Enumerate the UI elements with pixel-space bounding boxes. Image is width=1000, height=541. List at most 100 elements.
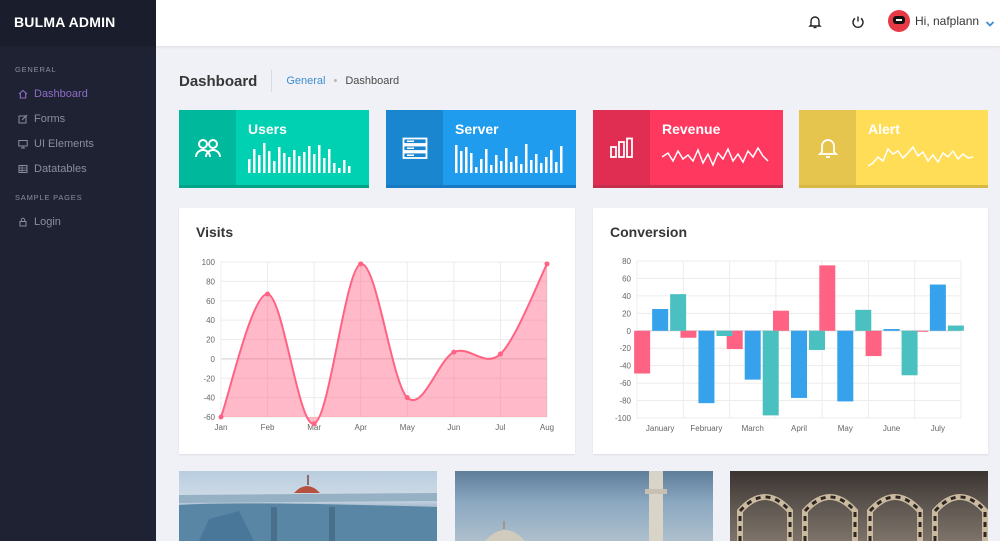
y-tick-label: 60 — [206, 297, 215, 306]
visits-title: Visits — [196, 224, 234, 240]
conversion-bar — [911, 330, 928, 332]
conversion-bar — [773, 310, 789, 331]
sidebar-item-label: Dashboard — [34, 88, 88, 100]
y-tick-label: -60 — [203, 413, 215, 422]
y-tick-label: -20 — [619, 344, 631, 353]
conversion-bar — [762, 330, 779, 416]
conversion-bar — [652, 308, 669, 331]
x-tick-label: Aug — [540, 423, 554, 432]
y-tick-label: 20 — [622, 309, 631, 318]
mosque-waterfront-image — [179, 475, 437, 541]
conversion-bar — [929, 284, 946, 331]
stat-card-alert[interactable]: Alert — [799, 110, 988, 188]
x-tick-label: Jul — [495, 423, 505, 432]
visits-point — [404, 395, 410, 401]
y-tick-label: 100 — [202, 258, 216, 267]
visits-point — [451, 349, 457, 355]
sidebar-item-datatables[interactable]: Datatables — [0, 159, 156, 179]
sparkline-alert — [867, 145, 974, 167]
sparkline-users — [248, 143, 351, 173]
visits-point — [311, 421, 317, 427]
power-icon[interactable] — [850, 14, 866, 30]
conversion-bar — [883, 329, 900, 331]
x-tick-label: April — [791, 424, 807, 433]
menu-label-sample-pages: SAMPLE PAGES — [15, 193, 83, 202]
conversion-bar — [634, 330, 651, 374]
x-tick-label: Apr — [354, 423, 367, 432]
y-tick-label: -40 — [203, 394, 215, 403]
x-tick-label: Mar — [307, 423, 321, 432]
visits-point — [218, 414, 224, 420]
conversion-bar — [947, 325, 964, 331]
y-tick-label: -60 — [619, 379, 631, 388]
y-tick-label: 0 — [627, 327, 632, 336]
stat-card-revenue[interactable]: Revenue — [593, 110, 783, 188]
edit-icon — [18, 114, 28, 124]
breadcrumb-current: Dashboard — [345, 75, 400, 87]
x-tick-label: May — [838, 424, 853, 433]
sidebar-item-ui-elements[interactable]: UI Elements — [0, 134, 156, 154]
sparkline-revenue — [661, 146, 769, 167]
conversion-bar — [680, 330, 697, 338]
image-card-minaret[interactable] — [455, 471, 713, 541]
sidebar-item-login[interactable]: Login — [0, 212, 156, 232]
conversion-bar — [698, 330, 715, 404]
x-tick-label: June — [883, 424, 901, 433]
y-tick-label: -20 — [203, 374, 215, 383]
conversion-bar — [901, 330, 918, 376]
sidebar-item-label: Datatables — [34, 163, 87, 175]
sidebar-item-label: UI Elements — [34, 138, 94, 150]
bell-icon[interactable] — [807, 14, 823, 30]
y-tick-label: 60 — [622, 274, 631, 283]
sidebar: BULMA ADMIN GENERAL Dashboard Forms UI E… — [0, 0, 156, 541]
x-tick-label: May — [400, 423, 415, 432]
x-tick-label: January — [646, 424, 674, 433]
image-card-waterfront[interactable] — [179, 471, 437, 541]
arches-image — [737, 494, 988, 541]
conversion-bar — [744, 330, 761, 380]
visits-area — [221, 263, 547, 424]
x-tick-label: July — [931, 424, 945, 433]
stat-title: Users — [248, 121, 287, 137]
table-icon — [18, 164, 28, 174]
visits-point — [265, 291, 271, 297]
y-tick-label: 20 — [206, 336, 215, 345]
x-tick-label: February — [690, 424, 722, 433]
chevron-down-icon — [985, 16, 995, 27]
conversion-bar — [670, 294, 687, 331]
y-tick-label: -40 — [619, 362, 631, 371]
y-tick-label: 80 — [622, 257, 631, 266]
server-icon — [386, 110, 443, 185]
breadcrumb-general[interactable]: General — [286, 75, 326, 87]
conversion-bar — [809, 330, 825, 350]
sidebar-item-label: Login — [34, 216, 61, 228]
visits-card: Visits 100 80 60 40 20 0 -20 -40 -60 Jan Feb Mar Apr… — [179, 208, 575, 454]
sidebar-item-dashboard[interactable]: Dashboard — [0, 84, 156, 104]
x-tick-label: Jan — [215, 423, 228, 432]
sparkline-server — [455, 144, 563, 173]
sidebar-item-label: Forms — [34, 113, 66, 125]
visits-point — [544, 261, 550, 267]
conversion-chart: 80 60 40 20 0 -20 -40 -60 -80 -100 January February… — [615, 257, 964, 433]
bell-icon — [799, 110, 856, 185]
stat-title: Server — [455, 121, 499, 137]
stat-card-server[interactable]: Server — [386, 110, 576, 188]
stat-card-users[interactable]: Users — [179, 110, 369, 188]
conversion-bar — [716, 330, 733, 337]
bar-chart-icon — [593, 110, 650, 185]
image-card-arches[interactable] — [730, 471, 988, 541]
y-tick-label: 80 — [206, 277, 215, 286]
y-tick-label: -100 — [615, 414, 632, 423]
brand-logo[interactable]: BULMA ADMIN — [0, 0, 156, 46]
conversion-title: Conversion — [610, 224, 688, 240]
stat-title: Revenue — [662, 121, 721, 137]
page-header: Dashboard General • Dashboard — [179, 70, 399, 92]
visits-point — [497, 351, 503, 357]
conversion-card: Conversion 80 60 40 20 0 -20 -40 -60 -80 -100 Janu… — [593, 208, 988, 454]
desktop-icon — [18, 139, 28, 149]
sidebar-item-forms[interactable]: Forms — [0, 109, 156, 129]
user-menu[interactable]: Hi, nafplann — [888, 10, 995, 32]
stat-title: Alert — [868, 121, 900, 137]
conversion-bar — [837, 330, 854, 402]
